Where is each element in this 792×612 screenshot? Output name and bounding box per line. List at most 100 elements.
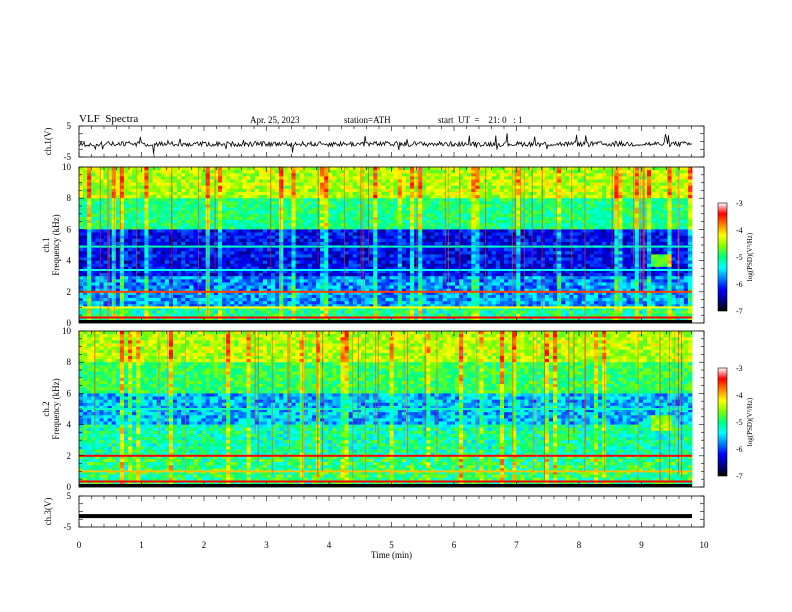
spectrogram-cell (87, 273, 92, 277)
spectrogram-cell (222, 188, 227, 193)
spectrogram-cell (463, 223, 468, 227)
spectrogram-cell (156, 173, 162, 177)
spectrogram-cell (438, 260, 444, 265)
spectrogram-cell (430, 269, 435, 274)
spectrogram-cell (287, 301, 292, 305)
spectrogram-cell (332, 273, 337, 277)
spectrogram-cell (172, 291, 178, 296)
spectrogram-cell (201, 241, 207, 246)
spectrogram-cell (152, 276, 158, 280)
spectrogram-cell (454, 251, 460, 255)
spectrogram-cell (226, 291, 231, 296)
spectrogram-cell (258, 279, 264, 283)
spectrogram-cell (83, 282, 88, 286)
spectrogram-cell (352, 198, 358, 202)
spectrogram-cell (238, 288, 243, 293)
spectrogram-cell (344, 282, 350, 286)
spectrogram-cell (356, 210, 362, 215)
spectrogram-cell (226, 173, 231, 177)
spectrogram-cell (189, 176, 194, 180)
spectrogram-cell (115, 263, 121, 268)
spectrogram-cell (377, 207, 382, 212)
spectrogram-cell (471, 273, 476, 277)
spectrogram-cell (475, 195, 480, 199)
spectrogram-cell (148, 279, 153, 283)
spectrogram-cell (103, 254, 109, 258)
spectrogram-cell (254, 188, 260, 193)
spectrogram-cell (99, 279, 104, 283)
spectrogram-cell (373, 198, 378, 202)
spectrogram-cell (234, 266, 239, 271)
spectrogram-cell (217, 176, 223, 180)
spectrogram-cell (246, 316, 252, 321)
spectrogram-cell (454, 220, 460, 224)
spectrogram-cell (164, 313, 170, 318)
spectrogram-cell (254, 266, 260, 271)
spectrogram-cell (258, 301, 264, 305)
spectrogram-cell (115, 216, 121, 221)
spectrogram-cell (365, 307, 370, 311)
spectrogram-cell (450, 273, 456, 277)
spectrogram-cell (201, 198, 207, 202)
spectrogram-cell (213, 198, 219, 202)
spectrogram-cell (242, 279, 247, 283)
spectrogram-cell (148, 257, 153, 261)
spectrogram-cell (287, 167, 292, 171)
spectrogram-cell (446, 191, 452, 196)
spectrogram-cell (160, 188, 166, 193)
spectrogram-cell (463, 229, 468, 233)
spectrogram-cell (418, 263, 423, 268)
spectrogram-cell (397, 257, 403, 261)
spectrogram-cell (242, 216, 247, 221)
spectrogram-cell (209, 213, 215, 218)
spectrogram-cell (479, 176, 484, 180)
spectrogram-cell (422, 235, 427, 240)
spectrogram-cell (262, 251, 268, 255)
spectrogram-cell (213, 216, 219, 221)
spectrogram-cell (246, 188, 252, 193)
spectrogram-cell (418, 257, 423, 261)
spectrogram-cell (360, 307, 366, 311)
spectrogram-cell (99, 188, 104, 193)
spectrogram-cell (246, 288, 252, 293)
spectrogram-cell (111, 316, 117, 321)
spectrogram-cell (352, 182, 358, 187)
spectrogram-cell (226, 276, 231, 280)
spectrogram-cell (430, 232, 435, 237)
spectrogram-cell (140, 198, 145, 202)
spectrogram-cell (320, 294, 325, 299)
spectrogram-cell (430, 288, 435, 293)
spectrogram-cell (213, 248, 219, 252)
spectrogram-cell (336, 298, 341, 302)
spectrogram-cell (344, 313, 350, 318)
spectrogram-cell (311, 170, 317, 174)
spectrogram-cell (79, 276, 84, 280)
spectrogram-cell (459, 198, 464, 202)
spectrogram-cell (324, 232, 329, 237)
spectrogram-cell (197, 260, 202, 265)
spectrogram-cell (238, 316, 243, 321)
spectrogram-cell (226, 260, 231, 265)
spectrogram-cell (107, 313, 113, 318)
spectrogram-cell (136, 213, 141, 218)
spectrogram-cell (418, 254, 423, 258)
spectrogram-cell (303, 176, 309, 180)
spectrogram-cell (389, 210, 395, 215)
spectrogram-cell (123, 204, 129, 208)
spectrogram-cell (254, 185, 260, 190)
spectrogram-cell (99, 291, 104, 296)
spectrogram-cell (128, 291, 133, 296)
spectrogram-cell (156, 198, 162, 202)
spectrogram-cell (283, 269, 288, 274)
spectrogram-cell (181, 291, 186, 296)
spectrogram-cell (91, 210, 96, 215)
spectrogram-cell (87, 294, 92, 299)
spectrogram-cell (193, 316, 198, 321)
spectrogram-cell (230, 310, 235, 315)
spectrogram-cell (463, 313, 468, 318)
spectrogram-cell (438, 279, 444, 283)
spectrogram-cell (303, 201, 309, 205)
spectrogram-cell (373, 173, 378, 177)
spectrogram-cell (328, 198, 333, 202)
spectrogram-cell (177, 223, 182, 227)
